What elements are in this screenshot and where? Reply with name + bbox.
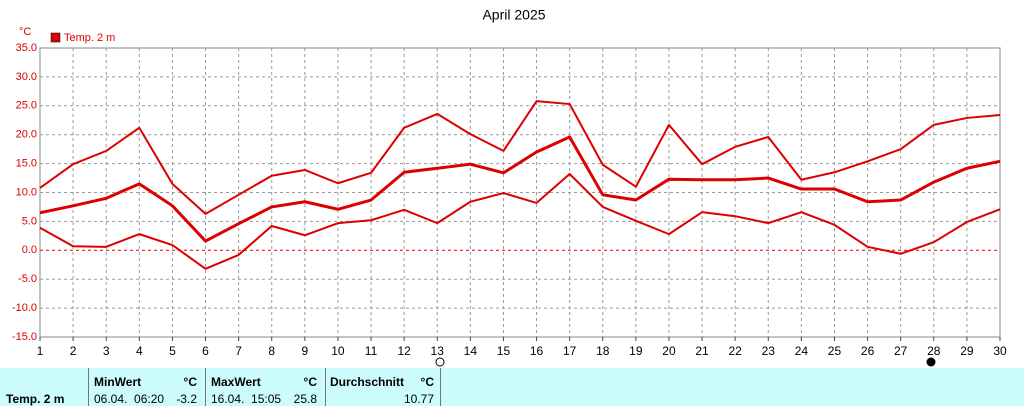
x-tick-label: 24 [795,344,809,358]
x-tick-label: 6 [202,344,209,358]
legend-label: Temp. 2 m [64,32,115,44]
chart: April 2025 °C -15.0-10.0-5.00.05.010.015… [12,7,1007,367]
x-tick-label: 14 [464,344,478,358]
x-tick-label: 2 [70,344,77,358]
row-label: Temp. 2 m [6,392,65,406]
x-tick-label: 1 [37,344,44,358]
cell: Durchschnitt °C 10.77 [326,368,441,406]
x-tick-label: 10 [331,344,345,358]
time: 16.04. 15:05 [211,392,282,406]
unit: °C [183,375,197,389]
moon-full [435,357,445,367]
value: 25.8 [293,392,317,406]
x-tick-label: 16 [530,344,544,358]
y-tick-label: 25.0 [16,100,37,112]
data-line [39,100,1001,215]
x-tick-label: 19 [629,344,643,358]
y-tick-label: -5.0 [18,273,37,285]
header: Durchschnitt [330,375,405,389]
x-tick-label: 30 [993,344,1007,358]
y-tick-label: -10.0 [12,302,37,314]
chart-title: April 2025 [482,7,545,23]
value: -3.2 [176,392,197,406]
x-tick-label: 11 [365,344,378,358]
y-tick-label: 35.0 [16,42,37,54]
legend-swatch [50,32,61,43]
x-tick-label: 9 [301,344,308,358]
x-tick-label: 26 [861,344,875,358]
x-tick-label: 5 [169,344,176,358]
header: MinWert [94,375,142,389]
x-tick-label: 7 [235,344,242,358]
x-tick-label: 18 [596,344,610,358]
data-line [39,173,1001,270]
data-line [39,135,1001,243]
x-tick-label: 8 [268,344,275,358]
x-tick-label: 4 [136,344,143,358]
cell: MaxWert °C 16.04. 15:05 25.8 [206,368,326,406]
stats-table: Temp. 2 m MinWert °C 06.04. 06:20 -3.2 M… [0,368,1024,406]
x-tick-label: 20 [662,344,676,358]
y-tick-label: 5.0 [22,215,37,227]
x-tick-label: 17 [563,344,577,358]
moon-new [926,357,936,367]
header: MaxWert [211,375,261,389]
cell: MinWert °C 06.04. 06:20 -3.2 [89,368,206,406]
value: 10.77 [403,392,434,406]
x-tick-label: 25 [828,344,842,358]
x-tick-label: 27 [894,344,908,358]
y-tick-label: 10.0 [16,186,37,198]
unit-label: °C [19,26,31,38]
y-tick-label: -15.0 [12,331,37,343]
y-tick-label: 0.0 [22,244,37,256]
y-tick-label: 15.0 [16,158,37,170]
y-tick-label: 30.0 [16,71,37,83]
unit: °C [420,375,434,389]
x-tick-label: 15 [497,344,511,358]
x-tick-label: 29 [960,344,974,358]
unit: °C [303,375,317,389]
x-tick-label: 23 [762,344,776,358]
x-tick-label: 13 [431,344,445,358]
y-tick-label: 20.0 [16,129,37,141]
x-tick-label: 28 [927,344,941,358]
x-tick-label: 3 [103,344,110,358]
time: 06.04. 06:20 [94,392,165,406]
x-tick-label: 22 [728,344,742,358]
x-tick-label: 21 [695,344,709,358]
cell: Temp. 2 m [0,368,89,406]
x-tick-label: 12 [397,344,411,358]
